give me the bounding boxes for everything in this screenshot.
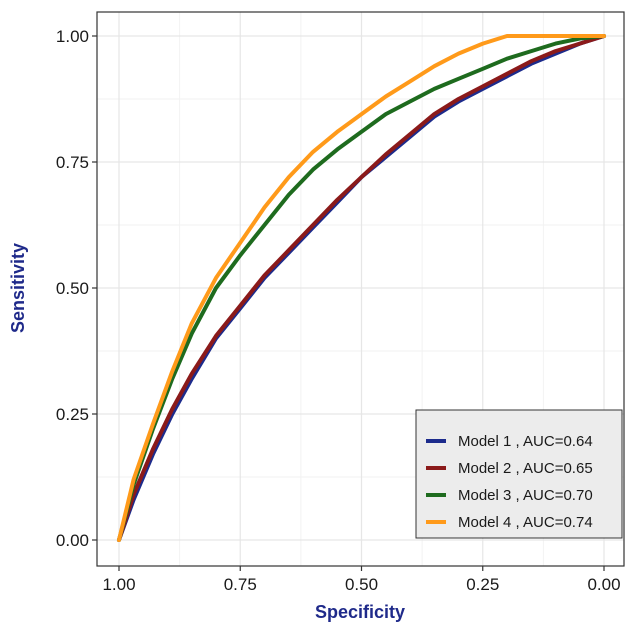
y-tick-label: 0.75 [56,153,89,172]
legend-label-3: Model 3 , AUC=0.70 [458,487,593,504]
grid-lines [97,12,624,566]
x-tick-label: 0.50 [345,575,378,594]
y-tick-label: 1.00 [56,27,89,46]
series-line-4 [117,34,606,542]
x-tick-label: 0.00 [587,575,620,594]
y-tick-label: 0.00 [56,531,89,550]
legend: Model 1 , AUC=0.64 Model 2 , AUC=0.65 Mode… [415,409,623,539]
x-tick-label: 0.75 [224,575,257,594]
y-axis-title: Sensitivity [8,243,28,333]
legend-label-2: Model 2 , AUC=0.65 [458,460,593,477]
x-axis-title: Specificity [315,602,405,622]
legend-label-1: Model 1 , AUC=0.64 [458,433,593,450]
series-lines [117,34,606,542]
y-tick-label: 0.50 [56,279,89,298]
series-line-2 [117,34,606,542]
legend-box [415,409,623,539]
legend-label-4: Model 4 , AUC=0.74 [458,514,593,531]
axis-ticks: 1.00 0.75 0.50 0.25 0.00 0.00 0.25 0.50 0.75 1.00 [56,27,621,594]
plot-border [96,11,625,567]
series-line-3 [117,34,606,542]
x-tick-label: 0.25 [466,575,499,594]
x-tick-label: 1.00 [102,575,135,594]
y-tick-label: 0.25 [56,405,89,424]
